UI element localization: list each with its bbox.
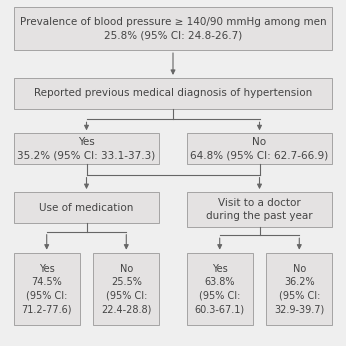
FancyBboxPatch shape (93, 253, 159, 325)
Text: Yes
74.5%
(95% CI:
71.2-77.6): Yes 74.5% (95% CI: 71.2-77.6) (21, 264, 72, 314)
Text: Reported previous medical diagnosis of hypertension: Reported previous medical diagnosis of h… (34, 89, 312, 98)
Text: Visit to a doctor
during the past year: Visit to a doctor during the past year (206, 198, 313, 221)
FancyBboxPatch shape (14, 133, 159, 164)
Text: No
25.5%
(95% CI:
22.4-28.8): No 25.5% (95% CI: 22.4-28.8) (101, 264, 152, 314)
FancyBboxPatch shape (14, 7, 332, 50)
FancyBboxPatch shape (187, 133, 332, 164)
FancyBboxPatch shape (187, 192, 332, 227)
Text: Yes
63.8%
(95% CI:
60.3-67.1): Yes 63.8% (95% CI: 60.3-67.1) (195, 264, 245, 314)
FancyBboxPatch shape (266, 253, 332, 325)
Text: Prevalence of blood pressure ≥ 140/90 mmHg among men
25.8% (95% CI: 24.8-26.7): Prevalence of blood pressure ≥ 140/90 mm… (20, 17, 326, 40)
FancyBboxPatch shape (187, 253, 253, 325)
Text: Use of medication: Use of medication (39, 203, 134, 212)
FancyBboxPatch shape (14, 78, 332, 109)
Text: No
36.2%
(95% CI:
32.9-39.7): No 36.2% (95% CI: 32.9-39.7) (274, 264, 325, 314)
FancyBboxPatch shape (14, 192, 159, 223)
Text: No
64.8% (95% CI: 62.7-66.9): No 64.8% (95% CI: 62.7-66.9) (190, 137, 329, 161)
Text: Yes
35.2% (95% CI: 33.1-37.3): Yes 35.2% (95% CI: 33.1-37.3) (17, 137, 156, 161)
FancyBboxPatch shape (14, 253, 80, 325)
